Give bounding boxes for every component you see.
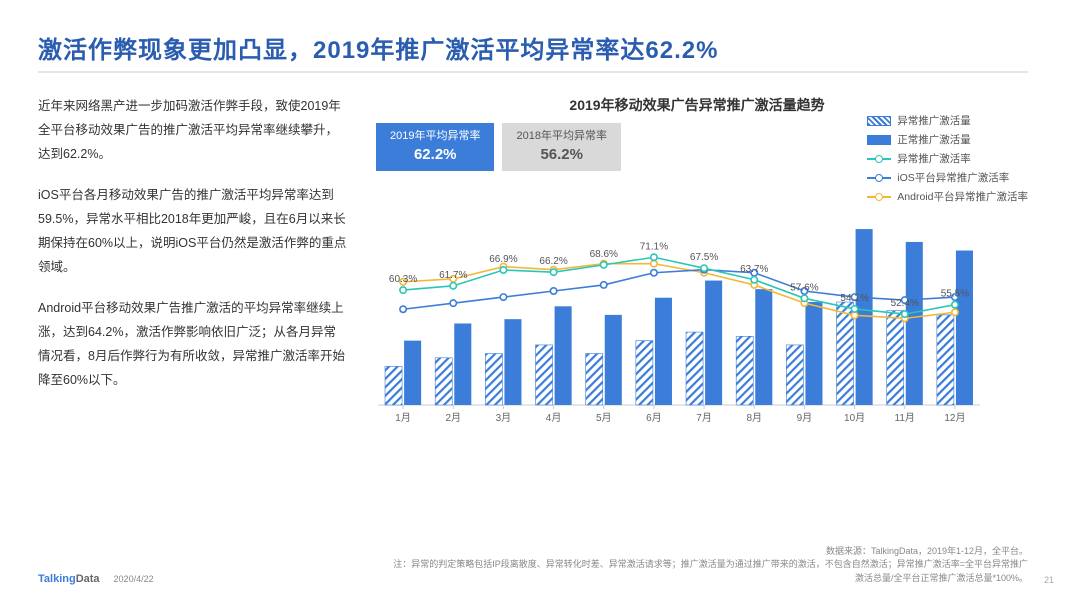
line-marker <box>601 262 607 268</box>
data-label: 63.7% <box>740 264 768 275</box>
bar-normal <box>805 302 822 405</box>
x-axis-label: 12月 <box>944 412 965 424</box>
logo: TalkingData <box>38 573 100 585</box>
paragraph-1: 近年来网络黑产进一步加码激活作弊手段，致使2019年全平台移动效果广告的推广激活… <box>38 95 348 166</box>
line-marker <box>550 288 556 294</box>
x-axis-label: 4月 <box>546 412 562 424</box>
data-label: 61.7% <box>439 270 467 281</box>
title-underline <box>38 71 1028 73</box>
line-marker <box>851 312 857 318</box>
line-marker <box>450 283 456 289</box>
line-marker <box>450 300 456 306</box>
bar-abnormal <box>636 341 653 405</box>
footer: TalkingData 2020/4/22 数据来源：TalkingData，2… <box>38 545 1028 586</box>
bar-normal <box>404 341 421 405</box>
data-label: 66.9% <box>489 254 517 265</box>
line-marker <box>651 270 657 276</box>
bar-normal <box>504 319 521 405</box>
data-label: 68.6% <box>590 249 618 260</box>
bar-abnormal <box>536 345 553 405</box>
line-marker <box>601 282 607 288</box>
data-label: 66.2% <box>539 256 567 267</box>
data-label: 60.3% <box>389 274 417 285</box>
line-marker <box>400 287 406 293</box>
data-label: 55.5% <box>941 289 969 300</box>
logo-part-a: Talking <box>38 573 76 585</box>
footer-note: 注：异常的判定策略包括IP段离散度、异常转化时差、异常激活请求等；推广激活量为通… <box>388 558 1028 585</box>
bar-normal <box>956 251 973 405</box>
line-marker <box>550 269 556 275</box>
bar-normal <box>454 323 471 405</box>
data-label: 52.4% <box>891 298 919 309</box>
bar-abnormal <box>485 354 502 405</box>
bar-abnormal <box>435 358 452 405</box>
logo-part-b: Data <box>76 573 100 585</box>
line-marker <box>701 265 707 271</box>
x-axis-label: 8月 <box>746 412 762 424</box>
line-marker <box>751 277 757 283</box>
bar-abnormal <box>786 345 803 405</box>
paragraph-2: iOS平台各月移动效果广告的推广激活平均异常率达到59.5%，异常水平相比201… <box>38 184 348 279</box>
bar-normal <box>705 281 722 405</box>
line-marker <box>952 301 958 307</box>
bar-abnormal <box>937 315 954 405</box>
page-number: 21 <box>1044 575 1054 585</box>
bar-normal <box>555 306 572 405</box>
data-label: 54.1% <box>840 293 868 304</box>
line-marker <box>952 309 958 315</box>
body-text: 近年来网络黑产进一步加码激活作弊手段，致使2019年全平台移动效果广告的推广激活… <box>38 95 348 455</box>
bar-normal <box>755 289 772 405</box>
x-axis-label: 11月 <box>895 412 915 424</box>
footer-source: 数据来源：TalkingData，2019年1-12月，全平台。 <box>388 545 1028 559</box>
x-axis-label: 1月 <box>395 412 411 424</box>
data-label: 57.6% <box>790 282 818 293</box>
data-label: 71.1% <box>640 241 668 252</box>
x-axis-label: 5月 <box>596 412 612 424</box>
x-axis-label: 10月 <box>844 412 865 424</box>
x-axis-label: 6月 <box>646 412 662 424</box>
bar-normal <box>655 298 672 405</box>
x-axis-label: 9月 <box>797 412 813 424</box>
page-title: 激活作弊现象更加凸显，2019年推广激活平均异常率达62.2% <box>38 30 1028 65</box>
line-marker <box>500 294 506 300</box>
line-marker <box>902 311 908 317</box>
bar-abnormal <box>887 311 904 405</box>
data-label: 67.5% <box>690 252 718 263</box>
bar-normal <box>605 315 622 405</box>
chart-area: 1月 2月 3月 4月 5月 6月 7月 8月 9月 10月 11月 12月 60.3% 61.7% 66.… <box>366 125 1028 455</box>
line-marker <box>500 267 506 273</box>
bar-abnormal <box>686 332 703 405</box>
bar-abnormal <box>837 302 854 405</box>
footer-notes: 数据来源：TalkingData，2019年1-12月，全平台。 注：异常的判定… <box>388 545 1028 586</box>
x-axis-label: 2月 <box>445 412 461 424</box>
footer-date: 2020/4/22 <box>114 574 154 584</box>
bar-normal <box>906 242 923 405</box>
x-axis-label: 3月 <box>496 412 512 424</box>
line-marker <box>851 306 857 312</box>
line-marker <box>651 254 657 260</box>
line-marker <box>400 306 406 312</box>
x-axis-label: 7月 <box>696 412 712 424</box>
bar-abnormal <box>736 336 753 405</box>
bar-abnormal <box>586 354 603 405</box>
chart-panel: 2019年移动效果广告异常推广激活量趋势 2019年平均异常率 62.2% 20… <box>366 95 1028 455</box>
chart-title: 2019年移动效果广告异常推广激活量趋势 <box>366 95 1028 115</box>
paragraph-3: Android平台移动效果广告推广激活的平均异常率继续上涨，达到64.2%，激活… <box>38 297 348 392</box>
bar-abnormal <box>385 366 402 405</box>
legend-swatch <box>867 116 891 126</box>
line-marker <box>651 260 657 266</box>
line-marker <box>801 295 807 301</box>
chart-svg: 1月 2月 3月 4月 5月 6月 7月 8月 9月 10月 11月 12月 60.3% 61.7% 66.… <box>366 125 986 435</box>
